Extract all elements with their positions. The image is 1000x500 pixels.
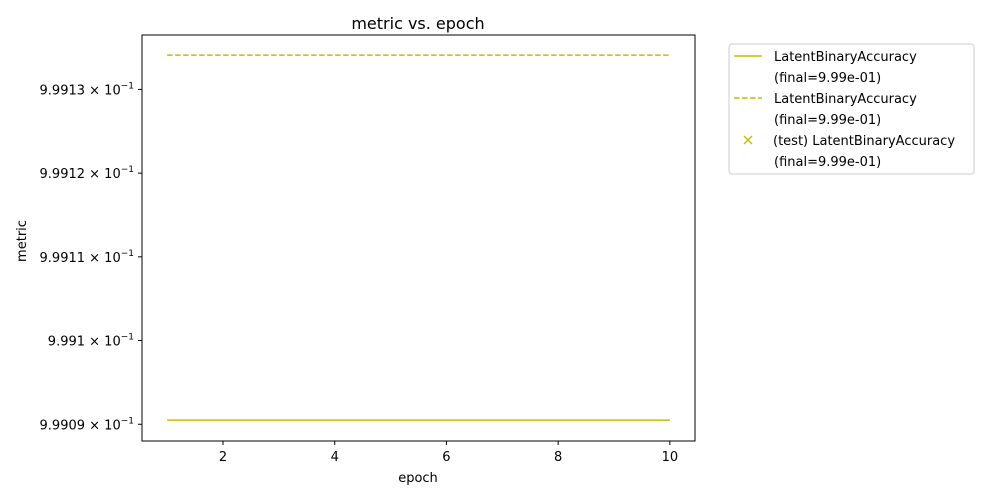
legend-item-3-final: (final=9.99e-01) bbox=[774, 155, 881, 170]
x-tick-label: 8 bbox=[554, 450, 562, 465]
legend: LatentBinaryAccuracy (final=9.99e-01) La… bbox=[728, 43, 975, 175]
y-tick-label: 9.991 × 10−1 bbox=[48, 333, 134, 350]
x-tick-label: 10 bbox=[662, 450, 679, 465]
plot-area bbox=[141, 34, 696, 442]
legend-item-1-label: LatentBinaryAccuracy bbox=[774, 50, 917, 65]
y-tick-label: 9.9909 × 10−1 bbox=[40, 416, 134, 433]
x-tick-label: 6 bbox=[442, 450, 450, 465]
x-axis-ticks: 2 4 6 8 10 bbox=[219, 441, 678, 465]
x-axis-label: epoch bbox=[398, 471, 438, 486]
legend-item-2-label: LatentBinaryAccuracy bbox=[774, 92, 917, 107]
legend-item-2-final: (final=9.99e-01) bbox=[774, 113, 881, 128]
legend-box bbox=[728, 43, 975, 175]
legend-item-1-final: (final=9.99e-01) bbox=[774, 71, 881, 86]
x-tick-label: 4 bbox=[331, 450, 339, 465]
chart-title: metric vs. epoch bbox=[351, 14, 484, 33]
y-tick-label: 9.9913 × 10−1 bbox=[40, 81, 134, 98]
legend-item-3-label: (test) LatentBinaryAccuracy bbox=[773, 134, 955, 149]
y-tick-label: 9.9911 × 10−1 bbox=[40, 249, 134, 266]
x-tick-label: 2 bbox=[219, 450, 227, 465]
legend-x-marker-icon bbox=[743, 135, 753, 145]
y-axis-ticks: 9.9909 × 10−1 9.991 × 10−1 9.9911 × 10−1 9.… bbox=[40, 81, 142, 433]
series-lines bbox=[167, 54, 670, 421]
y-tick-label: 9.9912 × 10−1 bbox=[40, 165, 134, 182]
y-axis-label: metric bbox=[15, 220, 30, 262]
